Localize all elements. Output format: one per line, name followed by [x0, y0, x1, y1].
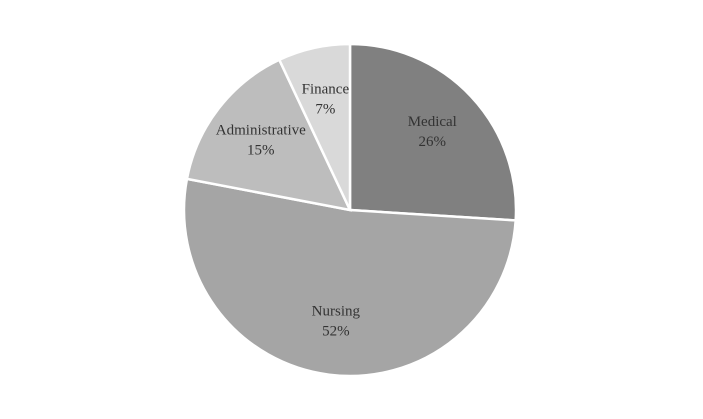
pie-slice — [348, 42, 518, 222]
slice-label: Administrative — [216, 122, 306, 138]
pie-slice — [185, 58, 353, 212]
slice-label: Nursing — [312, 303, 361, 319]
slice-label: Finance — [302, 81, 350, 97]
slice-label: Medical — [408, 114, 457, 130]
pie-slice — [182, 177, 518, 378]
slice-value-label: 52% — [322, 323, 350, 339]
pie-slice — [277, 42, 352, 211]
slice-value-label: 7% — [315, 101, 335, 117]
slice-value-label: 26% — [419, 134, 447, 150]
slice-value-label: 15% — [247, 142, 275, 158]
